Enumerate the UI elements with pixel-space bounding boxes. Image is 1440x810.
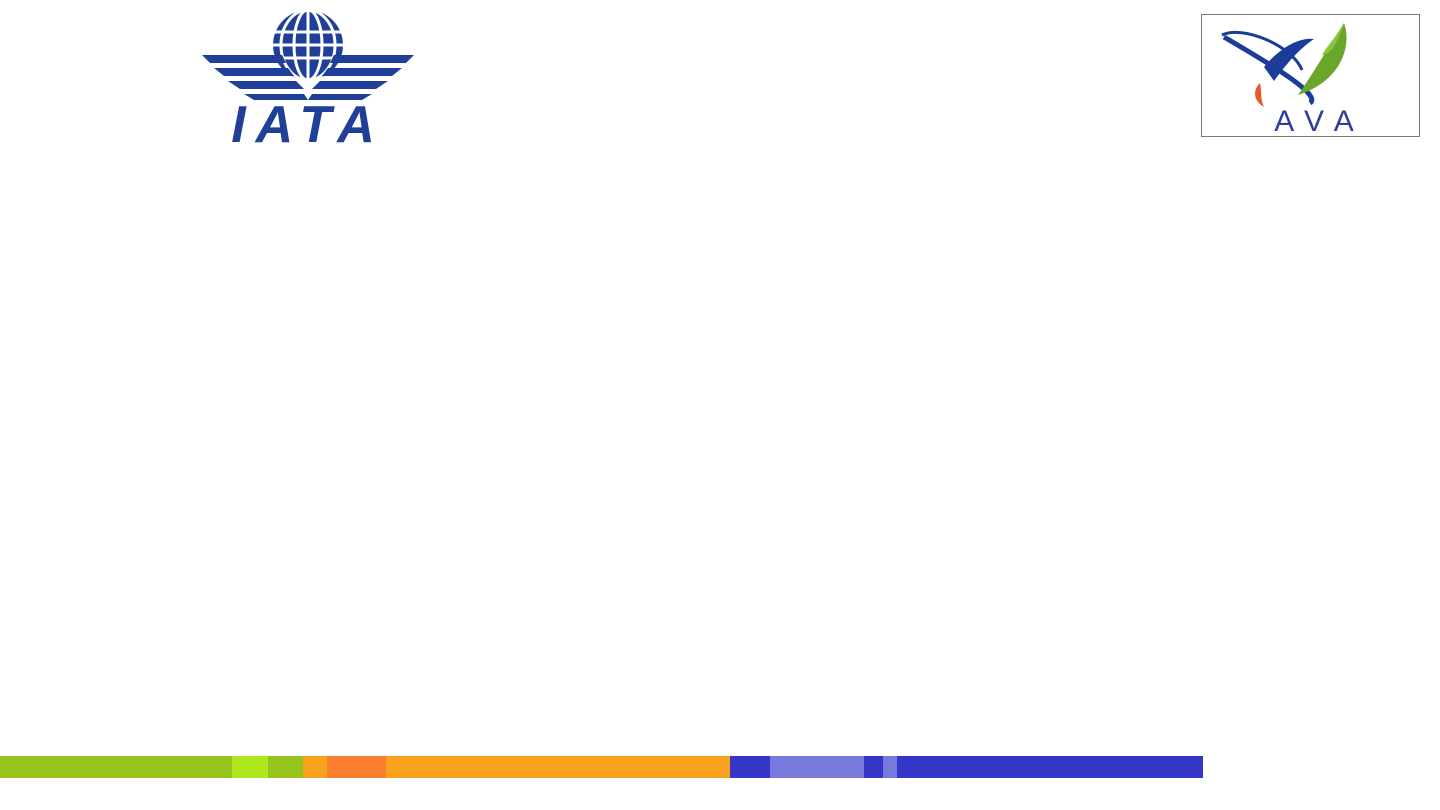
footer-bar-segment (883, 756, 897, 778)
ava-leaf-swoosh-logo-icon: AVA (1202, 15, 1419, 136)
footer-bar-segment (268, 756, 303, 778)
footer-bar-segment (303, 756, 327, 778)
iata-globe-wings-logo-icon: IATA (200, 10, 416, 146)
ava-logo: AVA (1201, 14, 1420, 137)
iata-logo-text: IATA (231, 96, 385, 146)
footer-bar-segment (386, 756, 730, 778)
footer-bar-segment (232, 756, 268, 778)
ava-logo-text: AVA (1274, 105, 1366, 136)
footer-bar-segment (0, 756, 232, 778)
footer-bar-segment (327, 756, 386, 778)
footer-bar-segment (730, 756, 770, 778)
footer-bar-segment (897, 756, 1203, 778)
iata-logo: IATA (200, 10, 416, 146)
footer-bar-segment (770, 756, 864, 778)
footer-color-bar (0, 756, 1203, 778)
footer-bar-segment (864, 756, 883, 778)
